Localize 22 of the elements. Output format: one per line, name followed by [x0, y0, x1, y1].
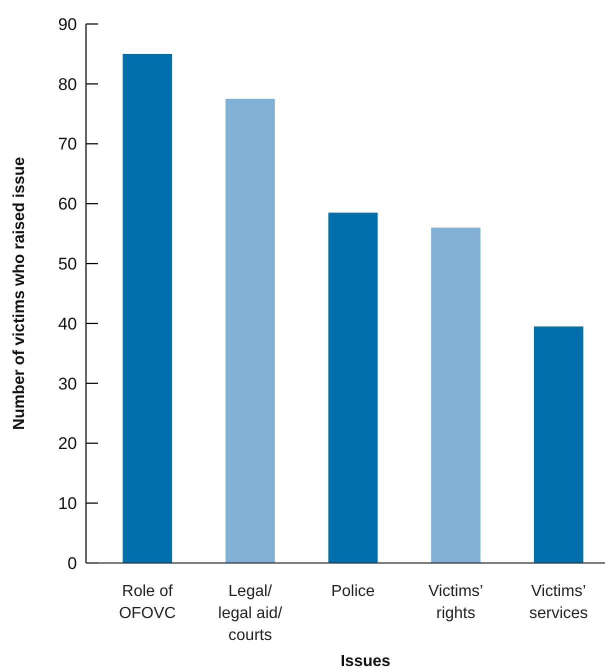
y-tick-label: 0: [68, 554, 77, 573]
x-tick-label: Role of OFOVC: [118, 583, 176, 622]
x-tick-label: Victims’ services: [529, 583, 588, 622]
x-tick-label: Police: [331, 583, 375, 600]
y-tick-label: 40: [58, 314, 77, 334]
bar: [534, 326, 584, 563]
y-tick-label: 30: [58, 374, 77, 394]
y-tick-label: 90: [58, 14, 77, 34]
y-tick-label: 70: [58, 134, 77, 154]
x-axis-title: Issues: [340, 653, 391, 670]
y-tick-label: 10: [58, 494, 77, 514]
y-tick-label: 20: [58, 434, 77, 454]
y-tick-label: 60: [58, 194, 77, 214]
x-tick-label: Legal/ legal aid/ courts: [218, 583, 283, 644]
y-axis-title: Number of victims who raised issue: [11, 156, 28, 430]
bar: [431, 228, 480, 563]
y-tick-label: 50: [58, 254, 77, 274]
bar: [122, 54, 172, 563]
x-tick-label: Victims’ rights: [428, 583, 484, 622]
bar: [226, 98, 275, 563]
bar: [328, 212, 378, 563]
y-tick-label: 80: [58, 74, 77, 94]
